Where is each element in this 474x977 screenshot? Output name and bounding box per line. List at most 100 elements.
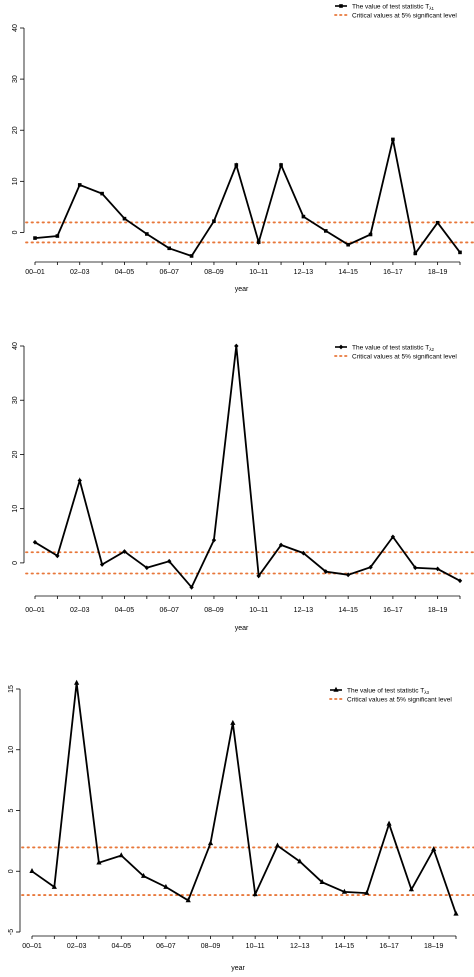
x-tick-label: 16–17 [383, 607, 403, 614]
data-point [364, 889, 370, 895]
x-tick-label: 18–19 [428, 269, 448, 276]
y-tick-label: 40 [12, 342, 19, 350]
data-point [144, 565, 150, 571]
y-tick-label: 30 [12, 396, 19, 404]
y-tick-label: 5 [8, 808, 15, 812]
data-point [256, 240, 261, 244]
data-point [189, 254, 194, 258]
data-point [140, 872, 147, 878]
x-tick-label: 14–15 [338, 607, 358, 614]
legend-critical-label: Critical values at 5% significant level [352, 354, 457, 361]
x-axis-title: year [235, 625, 249, 632]
data-point [122, 216, 127, 221]
y-tick-label: 20 [12, 450, 19, 458]
x-tick-label: 06–07 [159, 607, 179, 614]
data-point [457, 578, 463, 584]
data-point [368, 232, 373, 237]
data-point [99, 562, 105, 567]
legend-series-marker [339, 4, 343, 8]
x-tick-label: 02–03 [67, 943, 87, 950]
y-tick-label: -5 [8, 929, 15, 935]
x-tick-label: 10–11 [249, 269, 268, 276]
data-point [234, 343, 239, 349]
x-tick-label: 00–01 [25, 607, 45, 614]
x-tick-label: 10–11 [249, 607, 268, 614]
x-tick-label: 16–17 [379, 943, 399, 950]
data-point [234, 163, 239, 167]
series-line [31, 682, 457, 915]
legend: The value of test statistic Tλ1Critical … [334, 4, 457, 20]
legend-critical-label: Critical values at 5% significant level [347, 697, 452, 704]
data-point [435, 220, 440, 225]
legend-series-marker [338, 344, 344, 350]
data-point [301, 550, 306, 556]
y-tick-label: 30 [12, 75, 19, 83]
y-tick-label: 0 [12, 561, 19, 565]
data-point [413, 565, 418, 571]
data-point [77, 478, 82, 483]
data-point [189, 584, 194, 590]
x-tick-label: 12–13 [290, 943, 310, 950]
data-point [346, 242, 350, 247]
series-line [34, 345, 461, 589]
legend-series-marker [333, 686, 339, 692]
data-point [211, 537, 217, 543]
data-point [297, 858, 303, 864]
x-tick-label: 04–05 [112, 943, 132, 950]
data-point [323, 569, 328, 574]
data-point [55, 234, 60, 238]
legend: The value of test statistic Tλ3Critical … [329, 686, 452, 704]
data-point [163, 883, 169, 889]
x-tick-label: 12–13 [294, 269, 314, 276]
data-point [167, 558, 172, 564]
x-tick-label: 14–15 [338, 269, 358, 276]
y-tick-label: 0 [12, 230, 19, 234]
data-point [391, 137, 395, 142]
data-point [453, 910, 459, 916]
data-point [319, 878, 325, 884]
x-tick-label: 08–09 [201, 943, 221, 950]
x-tick-label: 02–03 [70, 269, 90, 276]
x-axis-title: year [235, 286, 249, 293]
x-tick-label: 06–07 [159, 269, 179, 276]
data-point [145, 232, 149, 236]
x-tick-label: 08–09 [204, 607, 224, 614]
data-point [32, 539, 38, 545]
chart-panel-1: 0 10 20 30 40 00–01 02–03 04–05 06–07 08–09 10–11 1… [12, 4, 474, 293]
x-tick-label: 00–01 [22, 943, 42, 950]
series-line [34, 139, 461, 258]
y-tick-label: 10 [8, 746, 15, 754]
data-point [77, 183, 82, 187]
y-tick-label: 10 [12, 177, 19, 185]
data-point [29, 868, 35, 874]
data-point [431, 846, 437, 852]
data-point [274, 842, 281, 848]
data-point [413, 251, 418, 256]
x-tick-label: 18–19 [428, 607, 448, 614]
x-tick-label: 18–19 [424, 943, 444, 950]
x-axis-title: year [231, 965, 245, 972]
x-tick-label: 14–15 [335, 943, 355, 950]
data-point [96, 859, 102, 865]
legend-series-label: The value of test statistic Tλ3 [347, 688, 429, 696]
legend-series-label: The value of test statistic Tλ1 [352, 4, 434, 12]
data-point [279, 163, 283, 167]
data-point [167, 246, 172, 251]
x-tick-label: 16–17 [383, 269, 403, 276]
x-tick-label: 08–09 [204, 269, 224, 276]
data-point [74, 679, 80, 685]
data-point [341, 888, 348, 894]
data-point [55, 553, 60, 559]
data-point [278, 542, 284, 548]
data-point [301, 214, 306, 219]
data-point [256, 573, 261, 579]
legend-critical-label: Critical values at 5% significant level [352, 13, 457, 20]
x-tick-label: 10–11 [246, 943, 265, 950]
data-point [408, 886, 414, 892]
x-tick-label: 06–07 [156, 943, 176, 950]
data-point [207, 840, 214, 846]
data-point [212, 219, 216, 223]
data-point [368, 564, 373, 570]
